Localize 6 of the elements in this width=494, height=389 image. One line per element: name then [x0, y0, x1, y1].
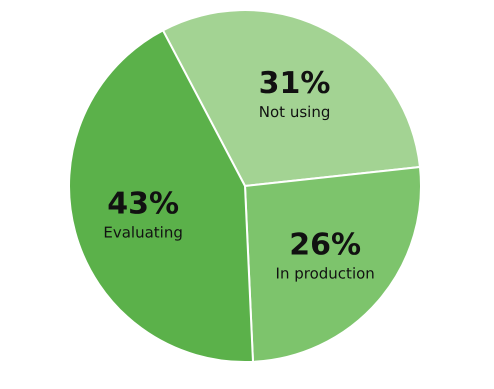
- data-label: 26%: [289, 228, 362, 263]
- slice-label: In production: [276, 264, 375, 283]
- data-label: 43%: [107, 186, 179, 222]
- data-label: 31%: [258, 66, 330, 101]
- slice-label: Not using: [258, 102, 330, 121]
- slice-label: Evaluating: [103, 224, 183, 242]
